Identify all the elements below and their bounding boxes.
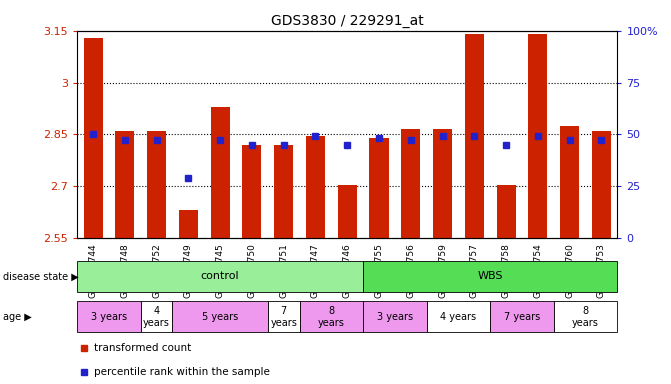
Bar xyxy=(83,38,103,238)
Text: 5 years: 5 years xyxy=(202,312,238,322)
Bar xyxy=(77,301,141,332)
Text: WBS: WBS xyxy=(478,271,503,281)
Text: 8
years: 8 years xyxy=(318,306,345,328)
Bar xyxy=(497,184,515,238)
Bar xyxy=(370,138,389,238)
Bar xyxy=(141,301,172,332)
Text: 4
years: 4 years xyxy=(143,306,170,328)
Bar xyxy=(592,131,611,238)
Bar xyxy=(115,131,134,238)
Bar xyxy=(427,301,491,332)
Text: age ▶: age ▶ xyxy=(3,312,32,322)
Bar xyxy=(528,34,548,238)
Bar xyxy=(147,131,166,238)
Bar xyxy=(77,261,363,292)
Text: percentile rank within the sample: percentile rank within the sample xyxy=(94,367,270,377)
Text: 3 years: 3 years xyxy=(91,312,127,322)
Bar xyxy=(560,126,579,238)
Bar xyxy=(338,184,357,238)
Bar xyxy=(554,301,617,332)
Text: 8
years: 8 years xyxy=(572,306,599,328)
Bar xyxy=(491,301,554,332)
Text: transformed count: transformed count xyxy=(94,343,191,354)
Text: control: control xyxy=(201,271,240,281)
Title: GDS3830 / 229291_at: GDS3830 / 229291_at xyxy=(271,14,423,28)
Bar xyxy=(172,301,268,332)
Bar xyxy=(268,301,299,332)
Bar xyxy=(465,34,484,238)
Bar xyxy=(299,301,363,332)
Text: 7 years: 7 years xyxy=(504,312,540,322)
Text: disease state ▶: disease state ▶ xyxy=(3,271,79,281)
Text: 4 years: 4 years xyxy=(440,312,476,322)
Bar xyxy=(179,210,198,238)
Bar xyxy=(433,129,452,238)
Bar xyxy=(401,129,420,238)
Text: 3 years: 3 years xyxy=(377,312,413,322)
Bar xyxy=(363,301,427,332)
Bar xyxy=(242,145,262,238)
Bar xyxy=(306,136,325,238)
Bar xyxy=(211,107,229,238)
Text: 7
years: 7 years xyxy=(270,306,297,328)
Bar xyxy=(363,261,617,292)
Bar xyxy=(274,145,293,238)
